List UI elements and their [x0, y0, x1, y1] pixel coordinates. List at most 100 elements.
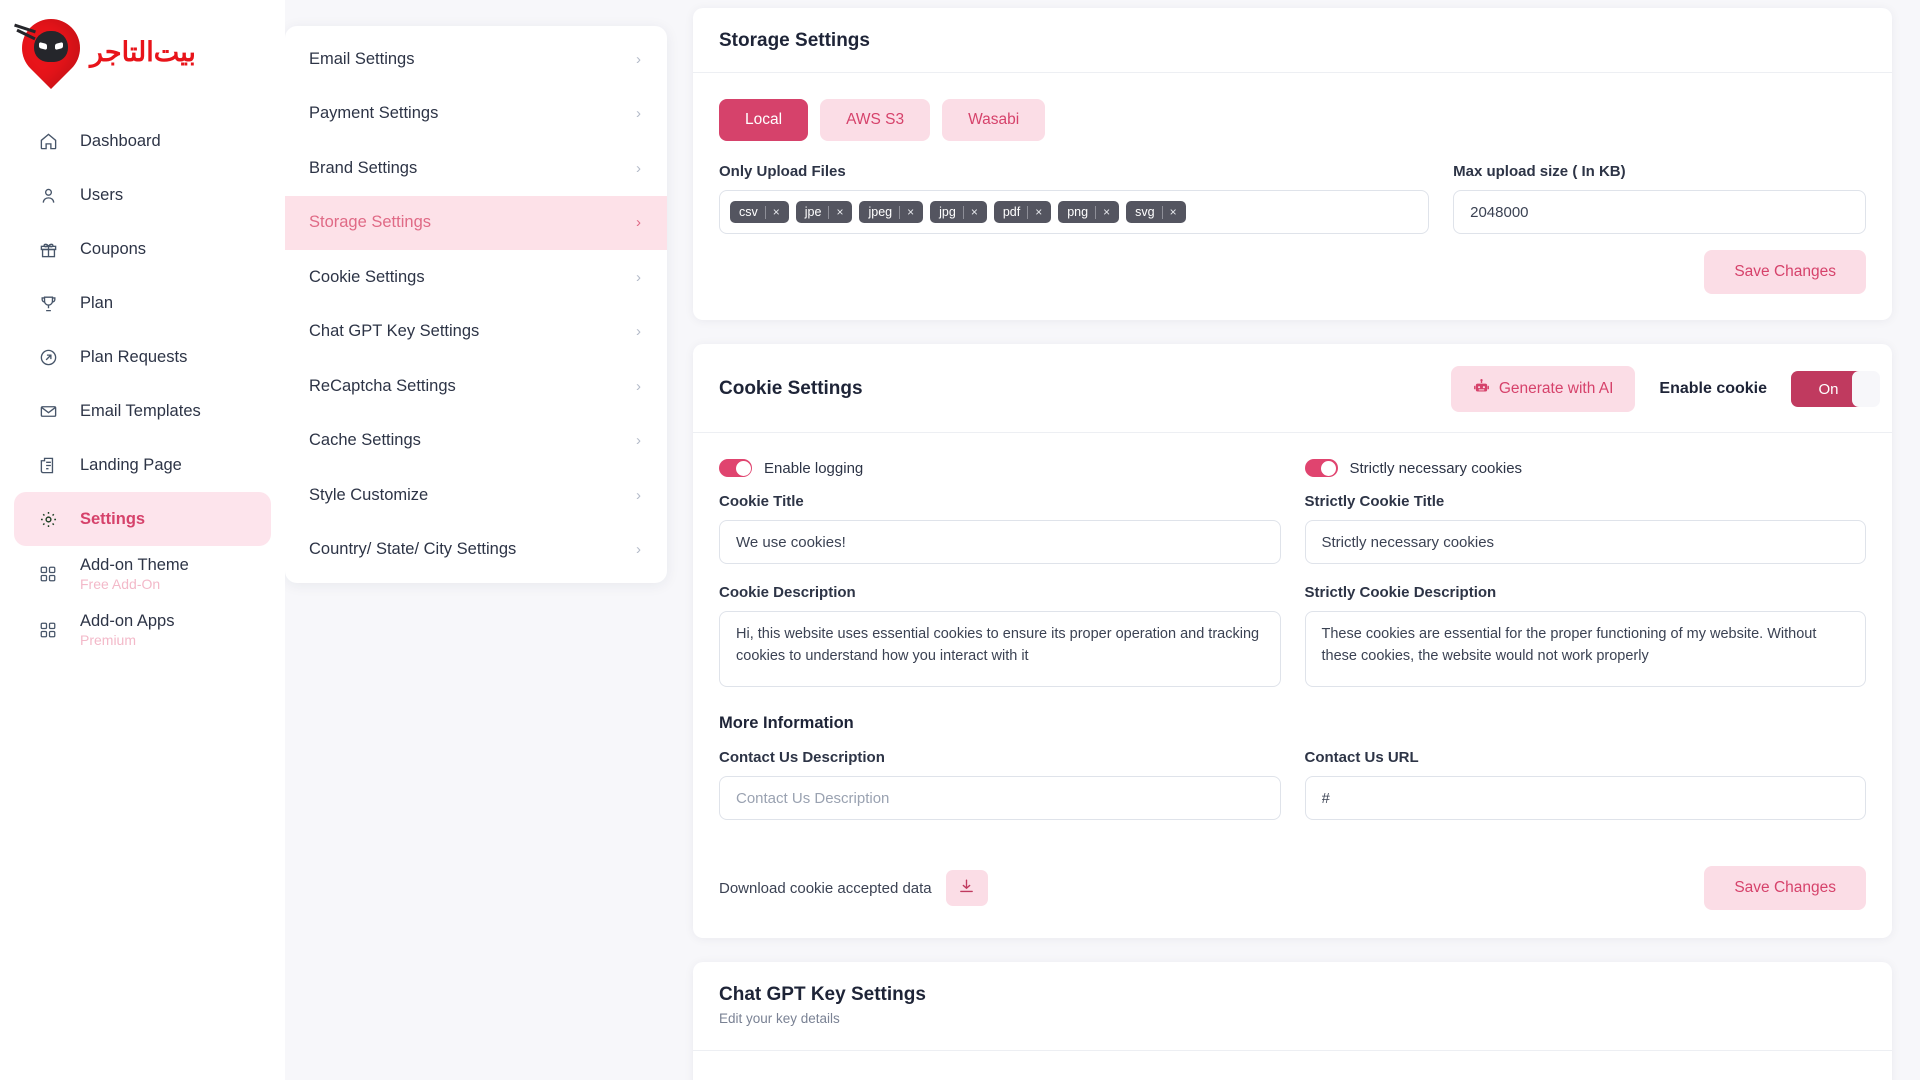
sidebar-item-badge: Free Add-On	[80, 576, 161, 592]
tab-local[interactable]: Local	[719, 99, 809, 141]
close-icon[interactable]: ×	[836, 205, 844, 219]
strictly-cookie-title-input[interactable]	[1304, 520, 1866, 564]
more-information-title: More Information	[719, 714, 854, 732]
strictly-cookie-description-textarea[interactable]	[1304, 611, 1866, 687]
close-icon[interactable]: ×	[907, 205, 915, 219]
cookie-card-header: Cookie Settings Generate with AI Enable …	[693, 344, 1892, 433]
settings-menu-label: Email Settings	[309, 49, 415, 68]
file-chip[interactable]: jpg ×	[930, 201, 987, 223]
settings-menu-item-style[interactable]: Style Customize ›	[285, 468, 667, 523]
close-icon[interactable]: ×	[1169, 205, 1177, 219]
file-chip[interactable]: jpe ×	[795, 201, 853, 223]
chatgpt-settings-subtitle: Edit your key details	[719, 1011, 840, 1026]
close-icon[interactable]: ×	[1035, 205, 1043, 219]
chevron-right-icon: ›	[636, 486, 641, 504]
contact-us-url-label: Contact Us URL	[1304, 749, 1419, 766]
settings-menu-item-country[interactable]: Country/ State/ City Settings ›	[285, 523, 667, 578]
cookie-description-row: Cookie Description Strictly Cookie Descr…	[719, 584, 1866, 692]
grid-icon	[38, 564, 58, 584]
brand-logo[interactable]: بيت‌التاجر	[0, 0, 285, 96]
sidebar-item-users[interactable]: Users	[14, 168, 271, 222]
contact-us-description-input[interactable]	[719, 776, 1281, 820]
settings-menu-label: Brand Settings	[309, 158, 418, 177]
download-icon	[958, 878, 975, 898]
sidebar-item-addon-theme[interactable]: Add-on Theme Free Add-On	[14, 546, 271, 602]
max-upload-size-input[interactable]	[1453, 190, 1866, 234]
brand-name: بيت‌التاجر	[90, 36, 196, 67]
file-chip[interactable]: svg ×	[1126, 201, 1186, 223]
settings-menu-item-brand[interactable]: Brand Settings ›	[285, 141, 667, 196]
tab-aws-s3[interactable]: AWS S3	[820, 99, 931, 141]
chip-divider	[1161, 205, 1163, 219]
chip-divider	[1095, 205, 1097, 219]
settings-menu-item-recaptcha[interactable]: ReCaptcha Settings ›	[285, 359, 667, 414]
strictly-description-group: Strictly Cookie Description	[1304, 584, 1866, 692]
chip-divider	[764, 205, 766, 219]
sidebar-item-settings[interactable]: Settings	[14, 492, 271, 546]
sidebar-item-label: Coupons	[80, 239, 147, 258]
sidebar-item-plan-requests[interactable]: Plan Requests	[14, 330, 271, 384]
user-icon	[38, 185, 58, 205]
cookie-title-input[interactable]	[719, 520, 1281, 564]
chip-divider	[828, 205, 830, 219]
chevron-right-icon: ›	[636, 105, 641, 123]
sidebar-item-label: Plan Requests	[80, 347, 188, 366]
chip-divider	[899, 205, 901, 219]
cookie-toggle-row: Enable logging Cookie Title Strictly nec…	[719, 459, 1866, 564]
sidebar-item-label: Add-on Apps	[80, 612, 175, 630]
page-title: Storage Settings	[719, 30, 870, 51]
enable-logging-toggle[interactable]	[719, 459, 752, 477]
robot-icon	[1473, 378, 1490, 400]
sidebar-item-email-templates[interactable]: Email Templates	[14, 384, 271, 438]
settings-menu-item-cache[interactable]: Cache Settings ›	[285, 414, 667, 469]
chevron-right-icon: ›	[636, 159, 641, 177]
generate-with-ai-button[interactable]: Generate with AI	[1450, 366, 1636, 412]
settings-menu-item-chatgpt[interactable]: Chat GPT Key Settings ›	[285, 305, 667, 360]
sidebar-item-dashboard[interactable]: Dashboard	[14, 114, 271, 168]
settings-menu-item-cookie[interactable]: Cookie Settings ›	[285, 250, 667, 305]
file-types-input[interactable]: csv × jpe × jpeg ×	[719, 190, 1430, 234]
file-chip[interactable]: csv ×	[730, 201, 789, 223]
trophy-icon	[38, 293, 58, 313]
storage-provider-tabs: Local AWS S3 Wasabi	[719, 99, 1866, 141]
file-chip-label: pdf	[1002, 205, 1021, 219]
storage-fields-row: Only Upload Files csv × jpe ×	[719, 163, 1866, 234]
sidebar-nav: Dashboard Users Coupons Plan Plan Reques	[0, 114, 285, 658]
home-icon	[38, 131, 58, 151]
download-button[interactable]	[945, 870, 988, 906]
close-icon[interactable]: ×	[1103, 205, 1111, 219]
save-button[interactable]: Save Changes	[1704, 866, 1866, 910]
settings-menu-label: ReCaptcha Settings	[309, 376, 456, 395]
file-chip-label: jpe	[804, 205, 822, 219]
sidebar-item-plan[interactable]: Plan	[14, 276, 271, 330]
enable-logging-group: Enable logging Cookie Title	[719, 459, 1281, 564]
cookie-header-actions: Generate with AI Enable cookie On	[1450, 366, 1880, 412]
strictly-necessary-group: Strictly necessary cookies Strictly Cook…	[1304, 459, 1866, 564]
file-chip[interactable]: jpeg ×	[859, 201, 924, 223]
cookie-title-label: Cookie Title	[719, 493, 804, 510]
settings-menu-item-email[interactable]: Email Settings ›	[285, 32, 667, 87]
settings-menu-label: Chat GPT Key Settings	[309, 322, 480, 341]
settings-menu-item-storage[interactable]: Storage Settings ›	[285, 195, 667, 250]
close-icon[interactable]: ×	[772, 205, 780, 219]
strictly-necessary-label: Strictly necessary cookies	[1349, 459, 1523, 477]
chatgpt-settings-title: Chat GPT Key Settings	[719, 984, 926, 1005]
settings-menu-label: Payment Settings	[309, 104, 439, 123]
strictly-necessary-toggle[interactable]	[1304, 459, 1338, 477]
sidebar-item-landing-page[interactable]: Landing Page	[14, 438, 271, 492]
settings-submenu: Email Settings › Payment Settings › Bran…	[285, 26, 667, 583]
sidebar-item-addon-apps[interactable]: Add-on Apps Premium	[14, 602, 271, 658]
contact-us-url-input[interactable]	[1304, 776, 1866, 820]
save-button[interactable]: Save Changes	[1704, 250, 1866, 294]
file-chip[interactable]: pdf ×	[993, 201, 1052, 223]
download-cookie-data-label: Download cookie accepted data	[719, 879, 932, 897]
settings-menu-item-payment[interactable]: Payment Settings ›	[285, 87, 667, 142]
enable-cookie-toggle[interactable]: On	[1791, 371, 1880, 407]
sidebar-item-coupons[interactable]: Coupons	[14, 222, 271, 276]
tab-wasabi[interactable]: Wasabi	[942, 99, 1046, 141]
cookie-description-textarea[interactable]	[719, 611, 1281, 687]
close-icon[interactable]: ×	[970, 205, 978, 219]
sidebar-item-badge: Premium	[80, 632, 137, 648]
file-chip[interactable]: png ×	[1058, 201, 1120, 223]
strictly-cookie-description-label: Strictly Cookie Description	[1304, 584, 1497, 601]
